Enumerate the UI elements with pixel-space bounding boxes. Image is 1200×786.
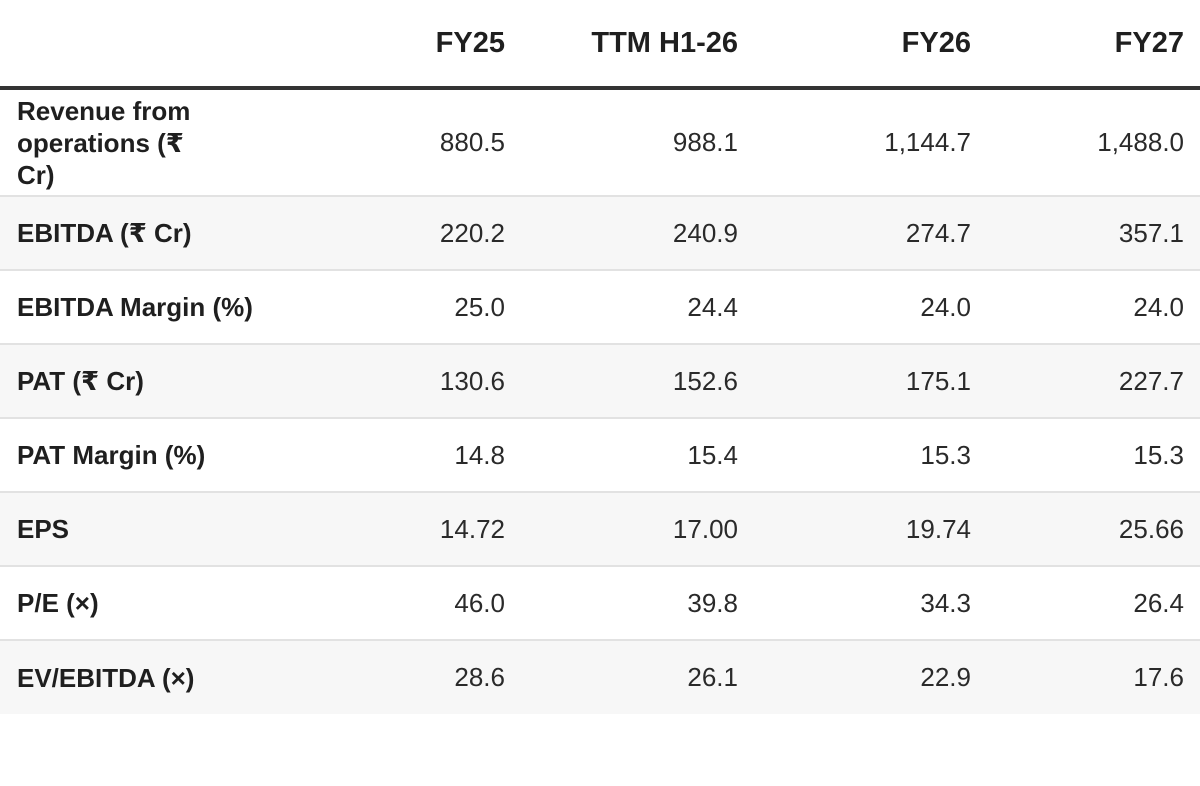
cell-value: 25.0: [454, 291, 505, 322]
cell-value: 26.1: [687, 662, 738, 692]
cell-value: 130.6: [439, 365, 505, 396]
cell-value: 1,488.0: [1097, 127, 1184, 157]
cell-value: 880.5: [439, 127, 505, 157]
header-row: FY25 TTM H1-26 FY26 FY27: [0, 0, 1200, 90]
cell-value: 24.0: [920, 291, 971, 322]
cell-value: 175.1: [905, 365, 971, 396]
cell-value: 1,144.7: [884, 127, 971, 157]
row-label: EBITDA (₹ Cr): [17, 218, 192, 248]
row-label: PAT Margin (%): [17, 440, 206, 470]
table-row-ev-ebitda: EV/EBITDA (×) 28.6 26.1 22.9 17.6: [0, 640, 1200, 714]
cell-value: 15.3: [920, 439, 971, 470]
financials-table: FY25 TTM H1-26 FY26 FY27 Revenue from op…: [0, 0, 1200, 714]
cell-value: 15.3: [1133, 439, 1184, 470]
row-label: EV/EBITDA (×): [17, 662, 195, 693]
header-fy25: FY25: [345, 0, 505, 90]
row-label: PAT (₹ Cr): [17, 366, 144, 396]
table-row-revenue: Revenue from operations (₹ Cr) 880.5 988…: [0, 88, 1200, 196]
header-ttm-h1-26: TTM H1-26: [505, 0, 738, 90]
cell-value: 22.9: [920, 662, 971, 692]
cell-value: 39.8: [687, 587, 738, 618]
table-row-eps: EPS 14.72 17.00 19.74 25.66: [0, 492, 1200, 566]
table-row-pat-margin: PAT Margin (%) 14.8 15.4 15.3 15.3: [0, 418, 1200, 492]
table-row-ebitda: EBITDA (₹ Cr) 220.2 240.9 274.7 357.1: [0, 196, 1200, 270]
cell-value: 14.72: [439, 513, 505, 544]
cell-value: 15.4: [687, 439, 738, 470]
cell-value: 24.0: [1133, 291, 1184, 322]
row-label: EBITDA Margin (%): [17, 292, 253, 322]
header-label-empty: [0, 0, 345, 90]
cell-value: 357.1: [1118, 217, 1184, 248]
cell-value: 14.8: [454, 439, 505, 470]
row-label: EPS: [17, 514, 70, 544]
cell-value: 220.2: [439, 217, 505, 248]
cell-value: 152.6: [672, 365, 738, 396]
table-row-pat: PAT (₹ Cr) 130.6 152.6 175.1 227.7: [0, 344, 1200, 418]
cell-value: 988.1: [672, 127, 738, 157]
cell-value: 19.74: [905, 513, 971, 544]
cell-value: 25.66: [1118, 513, 1184, 544]
table-row-pe: P/E (×) 46.0 39.8 34.3 26.4: [0, 566, 1200, 640]
table-body: Revenue from operations (₹ Cr) 880.5 988…: [0, 88, 1200, 714]
header-fy26: FY26: [738, 0, 971, 90]
row-label: Revenue from operations (₹ Cr): [17, 95, 191, 190]
cell-value: 227.7: [1118, 365, 1184, 396]
cell-value: 26.4: [1133, 587, 1184, 618]
table-header: FY25 TTM H1-26 FY26 FY27: [0, 0, 1200, 90]
cell-value: 17.6: [1133, 662, 1184, 692]
cell-value: 46.0: [454, 587, 505, 618]
cell-value: 17.00: [672, 513, 738, 544]
cell-value: 34.3: [920, 587, 971, 618]
cell-value: 24.4: [687, 291, 738, 322]
table-row-ebitda-margin: EBITDA Margin (%) 25.0 24.4 24.0 24.0: [0, 270, 1200, 344]
header-fy27: FY27: [971, 0, 1200, 90]
row-label: P/E (×): [17, 588, 99, 618]
cell-value: 28.6: [454, 662, 505, 692]
cell-value: 240.9: [672, 217, 738, 248]
cell-value: 274.7: [905, 217, 971, 248]
